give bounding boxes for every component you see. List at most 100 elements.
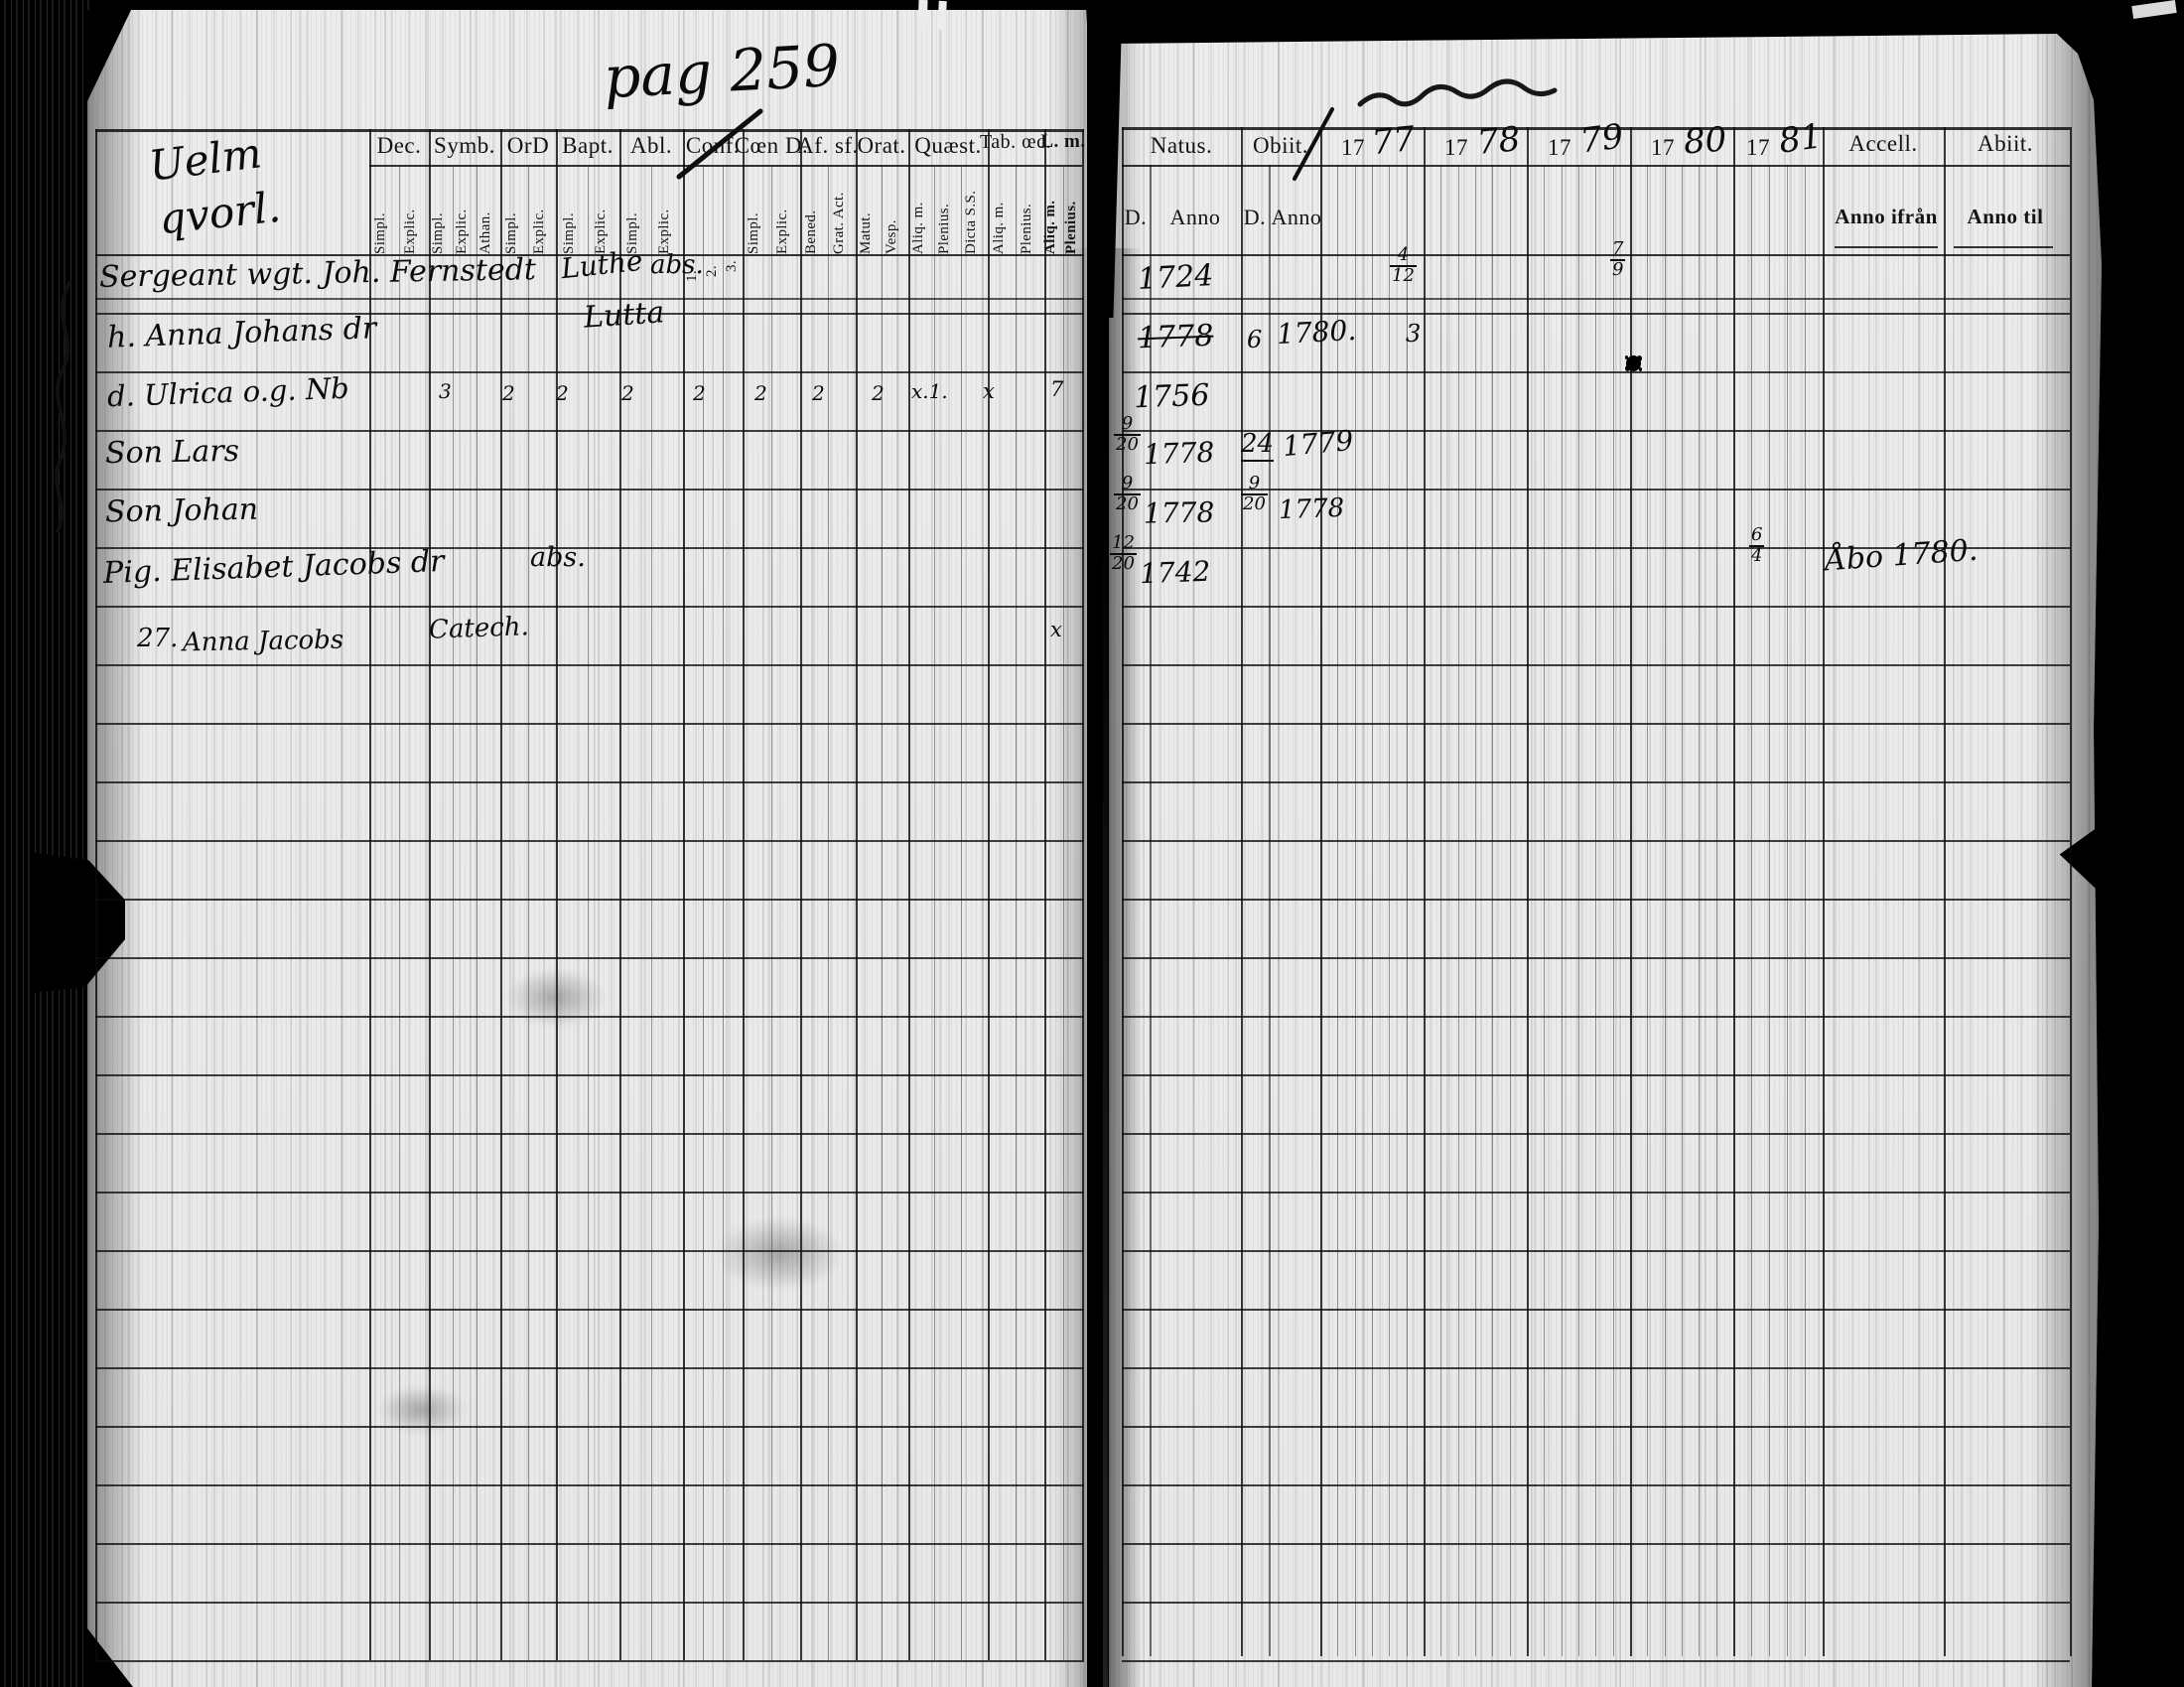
attendance-mark: 2	[812, 381, 825, 405]
entry-date-prefix: 27.	[137, 624, 179, 653]
anno-til-underline	[1954, 246, 2053, 248]
sub-afsf-1: Bened.	[803, 210, 819, 254]
col-header-obiit: Obiit.	[1252, 133, 1309, 158]
col-header-ord: OrD	[506, 133, 550, 158]
sub-symb-1: Simpl.	[430, 212, 446, 254]
sub-taboec-1: Aliq. m.	[991, 202, 1007, 254]
right-first-row-rule	[1122, 298, 2070, 300]
communion-date-1780: 7 9	[1610, 239, 1626, 280]
subheader-anno-til: Anno til	[1967, 205, 2044, 228]
paper-smudge	[506, 968, 606, 1028]
obiit-anno: 1779	[1281, 423, 1355, 464]
sub-quaest-3: Dicta S.S.	[963, 190, 979, 254]
sub-abl-2: Explic.	[656, 209, 672, 254]
natus-date: 9 20	[1114, 473, 1141, 514]
sub-dec-2: Explic.	[402, 209, 418, 254]
sub-conf-3: 3.	[724, 259, 740, 272]
right-header-mid-rule	[1122, 165, 2070, 167]
natus-anno: 1742	[1139, 554, 1211, 591]
col-header-coend: Cœn D.	[734, 133, 809, 158]
left-header-bottom-rule	[95, 254, 1084, 256]
frac-den: 4	[1749, 544, 1765, 566]
entry-name: Anna Jacobs	[182, 625, 344, 658]
col-header-quaest: Quæst.	[914, 133, 982, 158]
frac-den: 12	[1390, 264, 1417, 286]
frac-num: 4	[1397, 244, 1410, 265]
natus-anno: 1778	[1143, 495, 1215, 530]
natus-anno: 1756	[1133, 377, 1210, 416]
paper-smudge	[377, 1385, 467, 1435]
sub-orat-2: Vesp.	[884, 219, 899, 254]
grid-line	[2070, 127, 2072, 1656]
frac-den: 20	[1241, 492, 1268, 514]
frac-num: 12	[1112, 532, 1135, 553]
communion-mark-1778: 3	[1406, 320, 1422, 348]
year-1781-written: 81	[1776, 116, 1825, 162]
frac-den: 20	[1114, 492, 1141, 514]
natus-anno: 1724	[1137, 258, 1215, 297]
attendance-mark: 2	[872, 381, 885, 405]
year-1778-printed: 17	[1444, 135, 1468, 160]
sub-ord-2: Explic.	[531, 209, 547, 254]
right-row-rules	[1122, 313, 2070, 1663]
obiit-anno: 1780.	[1276, 313, 1357, 351]
communion-date-1781: 6 4	[1749, 524, 1765, 566]
sub-lm-2: Plenius.	[1063, 201, 1079, 254]
col-header-afsf: Af. sf.	[797, 133, 859, 158]
col-header-accell: Accell.	[1848, 131, 1918, 156]
subheader-natus-d: D.	[1124, 205, 1148, 229]
obiit-day: 6	[1247, 326, 1263, 353]
attendance-mark: 3	[439, 379, 452, 403]
col-header-orat: Orat.	[857, 133, 906, 158]
subheader-obiit-d: D.	[1243, 205, 1267, 229]
year-1781-printed: 17	[1746, 135, 1770, 160]
attendance-mark: x	[1050, 618, 1062, 641]
sub-coend-2: Explic.	[774, 209, 790, 254]
obiit-anno: 1778	[1278, 492, 1345, 526]
sub-quaest-2: Plenius.	[936, 203, 952, 254]
sub-quaest-1: Aliq. m.	[910, 202, 926, 254]
frac-den: 20	[1114, 433, 1141, 455]
frac-num: 6	[1751, 524, 1763, 545]
entry-abs-note: abs.	[530, 542, 586, 573]
year-1779-printed: 17	[1548, 135, 1571, 160]
sub-lm-1: Aliq. m.	[1042, 200, 1058, 254]
sub-symb-2: Explic.	[454, 209, 470, 254]
attendance-mark: x	[983, 379, 995, 403]
frac-num: 9	[1121, 473, 1134, 493]
col-header-symb: Symb.	[434, 133, 495, 158]
left-first-row-rule	[95, 298, 1084, 300]
attendance-mark: 2	[754, 381, 767, 405]
communion-date-1778: 4 12	[1390, 244, 1417, 286]
obiit-day: 24	[1241, 429, 1275, 462]
attendance-mark: x.1.	[911, 379, 948, 403]
header-flourish-decoration	[1293, 78, 1558, 181]
attendance-mark: 2	[693, 381, 706, 405]
paper-smudge	[715, 1216, 844, 1291]
page-marker-tab-2	[937, 0, 947, 31]
subheader-natus-anno: Anno	[1169, 205, 1221, 229]
top-right-paper-sliver	[2131, 0, 2177, 19]
page-marker-tab	[917, 0, 928, 32]
col-header-abl: Abl.	[629, 133, 673, 158]
entry-name: Son Lars	[104, 433, 240, 472]
frac-num: 9	[1248, 473, 1261, 493]
sub-conf-2: 2.	[704, 264, 720, 277]
attendance-mark: 2	[621, 381, 634, 405]
sub-symb-3: Athan.	[478, 211, 493, 254]
sub-orat-1: Matut.	[858, 212, 874, 254]
subheader-anno-ifran: Anno ifrån	[1835, 205, 1938, 228]
natus-anno: 1778	[1137, 318, 1214, 356]
frac-num: 9	[1121, 413, 1134, 434]
book-binding-edge	[0, 0, 91, 1687]
year-1780-written: 80	[1682, 119, 1728, 163]
obiit-date: 9 20	[1241, 473, 1268, 514]
page-number: pag 259	[602, 31, 842, 112]
right-header-top-rule	[1122, 127, 2070, 130]
frac-den: 9	[1610, 258, 1626, 280]
margin-scribble-decoration	[55, 281, 71, 533]
year-1780-printed: 17	[1651, 135, 1675, 160]
frac-den: 20	[1110, 552, 1137, 574]
attendance-mark: 2	[556, 381, 569, 405]
